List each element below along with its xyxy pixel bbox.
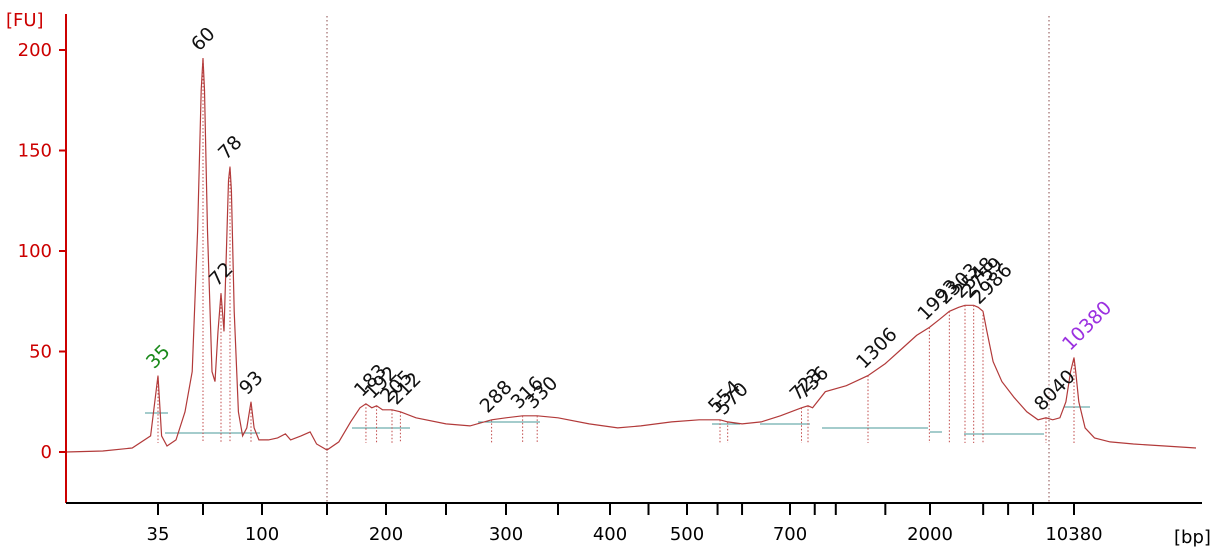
x-tick-label: 200 [369,524,403,545]
peak-label: 60 [187,23,220,56]
peak-label: 78 [214,131,247,164]
y-tick-label: 150 [18,141,52,162]
x-tick-label: 700 [773,524,807,545]
x-tick-label: 35 [147,524,170,545]
baseline-group [145,406,1090,435]
peak-label: 8040 [1030,366,1080,416]
x-tick-label: 10380 [1045,524,1102,545]
x-tick-group: 35 100 200 300 400 500 700 2000 10380 [147,503,1103,545]
x-tick-label: 100 [245,524,279,545]
y-tick-label: 200 [18,40,52,61]
x-unit-label: [bp] [1174,527,1211,548]
peak-label: 1306 [852,323,902,373]
peak-label: 93 [235,367,268,400]
y-tick-label: 0 [41,442,52,463]
signal-trace [65,57,1197,453]
peak-label: 35 [142,340,175,373]
y-tick-label: 100 [18,241,52,262]
marker-line-group [326,16,1050,503]
x-tick-label: 2000 [907,524,953,545]
y-tick-group: 0 50 100 150 200 [18,40,66,463]
x-tick-label: 300 [489,524,523,545]
x-tick-label: 500 [670,524,704,545]
x-tick-label: 400 [593,524,627,545]
y-unit-label: [FU] [6,10,44,31]
y-tick-label: 50 [29,342,52,363]
x-minor-tick-group [202,503,1035,515]
trace-group [65,57,1197,453]
peak-label: 10380 [1058,297,1116,355]
